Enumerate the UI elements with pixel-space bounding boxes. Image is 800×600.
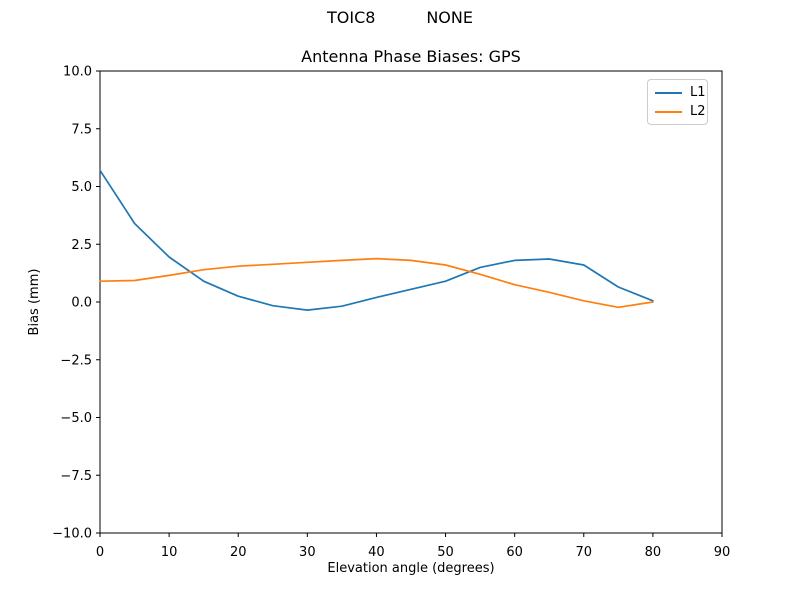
- x-tick-label: 60: [506, 545, 523, 560]
- x-axis-label: Elevation angle (degrees): [327, 561, 495, 576]
- y-axis-label: Bias (mm): [27, 268, 42, 336]
- x-tick-label: 10: [161, 545, 178, 560]
- series-line-L2: [99, 257, 654, 309]
- y-tick-label: −5.0: [60, 411, 92, 426]
- y-tick-label: 2.5: [71, 238, 92, 253]
- legend-line-swatch: [655, 111, 682, 114]
- legend-label: L2: [690, 104, 706, 120]
- y-tick-label: 5.0: [71, 180, 92, 195]
- x-tick-label: 30: [299, 545, 316, 560]
- chart-title: Antenna Phase Biases: GPS: [301, 47, 521, 66]
- y-tick-label: 7.5: [71, 122, 92, 137]
- y-tick-label: 0.0: [71, 296, 92, 311]
- figure-suptitle: TOIC8 NONE: [327, 8, 473, 27]
- y-tick-label: −7.5: [60, 469, 92, 484]
- legend-item-L1: L1: [655, 83, 706, 103]
- x-tick-label: 20: [230, 545, 247, 560]
- x-tick-label: 50: [437, 545, 454, 560]
- legend-item-L2: L2: [655, 103, 706, 123]
- y-tick-label: 10.0: [63, 65, 92, 80]
- y-tick-label: −2.5: [60, 353, 92, 368]
- x-tick-label: 90: [714, 545, 731, 560]
- axes-frame: [99, 70, 723, 534]
- x-tick-label: 70: [576, 545, 593, 560]
- x-tick-label: 0: [96, 545, 104, 560]
- x-tick-label: 80: [645, 545, 662, 560]
- x-tick-label: 40: [368, 545, 385, 560]
- legend-label: L1: [690, 84, 706, 100]
- series-line-L1: [99, 169, 654, 311]
- legend-line-swatch: [655, 91, 682, 94]
- y-tick-label: −10.0: [52, 527, 92, 542]
- legend: L1 L2: [647, 79, 708, 125]
